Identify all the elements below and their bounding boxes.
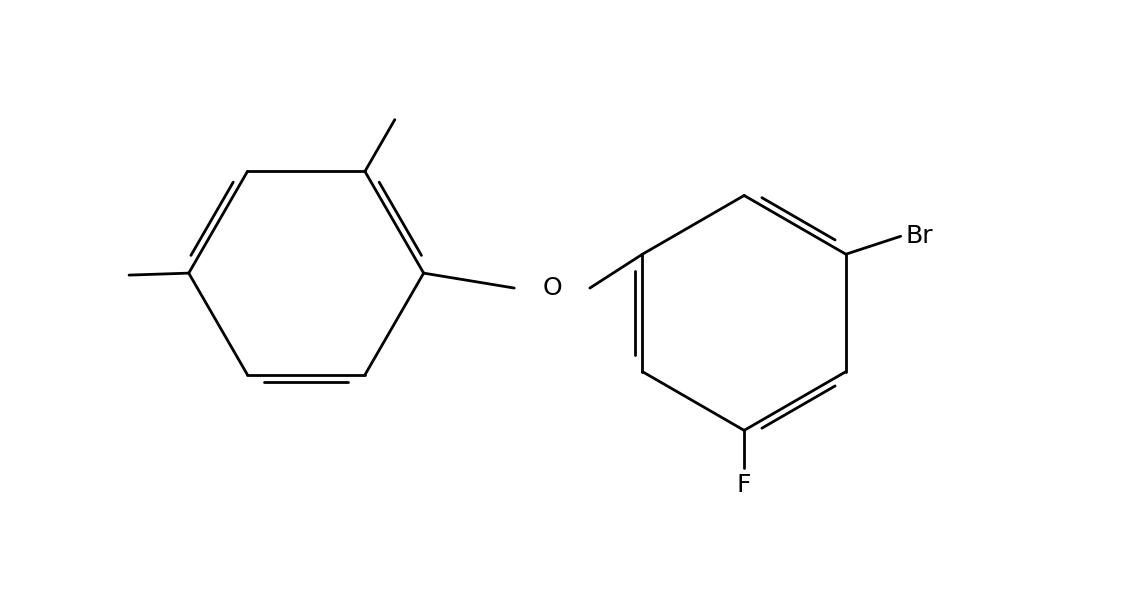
Text: O: O bbox=[543, 276, 562, 300]
Text: Br: Br bbox=[906, 224, 933, 248]
Text: F: F bbox=[737, 473, 751, 497]
